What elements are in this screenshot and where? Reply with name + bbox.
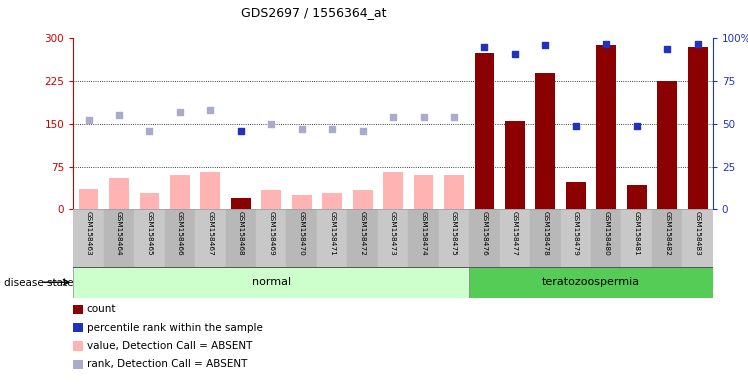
Point xyxy=(144,127,156,134)
Text: GSM158470: GSM158470 xyxy=(298,211,304,256)
Text: GSM158483: GSM158483 xyxy=(695,211,701,256)
Text: GSM158477: GSM158477 xyxy=(512,211,518,256)
Bar xyxy=(256,209,286,267)
Text: GSM158479: GSM158479 xyxy=(573,211,579,256)
Bar xyxy=(104,209,134,267)
Bar xyxy=(165,209,195,267)
Bar xyxy=(79,189,99,209)
Point xyxy=(417,114,429,120)
Bar xyxy=(292,195,312,209)
Point xyxy=(295,126,307,132)
Bar xyxy=(596,45,616,209)
Text: GSM158468: GSM158468 xyxy=(238,211,244,256)
Point xyxy=(539,42,551,48)
Point xyxy=(631,122,643,129)
Bar xyxy=(134,209,165,267)
Bar xyxy=(505,121,525,209)
Bar xyxy=(474,53,494,209)
Bar xyxy=(414,175,433,209)
Point xyxy=(174,109,186,115)
Bar xyxy=(231,198,251,209)
Point xyxy=(661,46,673,52)
Bar xyxy=(286,209,317,267)
Bar xyxy=(383,172,403,209)
Text: GSM158471: GSM158471 xyxy=(329,211,335,256)
Text: GSM158476: GSM158476 xyxy=(482,211,488,256)
Point xyxy=(479,44,491,50)
Point xyxy=(235,127,247,134)
Point xyxy=(82,118,94,124)
Bar xyxy=(317,209,347,267)
Point xyxy=(326,126,338,132)
Bar xyxy=(591,209,622,267)
Point xyxy=(113,112,125,118)
Bar xyxy=(73,267,469,298)
Bar xyxy=(226,209,256,267)
Bar xyxy=(469,209,500,267)
Point xyxy=(570,122,582,129)
Text: GSM158469: GSM158469 xyxy=(269,211,275,256)
Bar xyxy=(560,209,591,267)
Text: GSM158474: GSM158474 xyxy=(420,211,426,256)
Bar xyxy=(408,209,439,267)
Bar xyxy=(469,267,713,298)
Bar xyxy=(627,185,646,209)
Point xyxy=(387,114,399,120)
Bar xyxy=(73,209,104,267)
Text: GSM158467: GSM158467 xyxy=(207,211,213,256)
Bar xyxy=(261,190,281,209)
Bar xyxy=(687,47,708,209)
Bar xyxy=(566,182,586,209)
Text: GSM158480: GSM158480 xyxy=(603,211,610,256)
Bar xyxy=(500,209,530,267)
Point xyxy=(357,127,369,134)
Text: value, Detection Call = ABSENT: value, Detection Call = ABSENT xyxy=(87,341,252,351)
Bar xyxy=(530,209,560,267)
Bar xyxy=(109,178,129,209)
Point xyxy=(692,40,704,46)
Text: count: count xyxy=(87,304,116,314)
Point xyxy=(509,51,521,57)
Bar xyxy=(322,193,342,209)
Text: GSM158481: GSM158481 xyxy=(634,211,640,256)
Bar xyxy=(378,209,408,267)
Text: GSM158482: GSM158482 xyxy=(664,211,670,256)
Text: percentile rank within the sample: percentile rank within the sample xyxy=(87,323,263,333)
Text: GSM158473: GSM158473 xyxy=(390,211,396,256)
Bar xyxy=(682,209,713,267)
Text: GSM158472: GSM158472 xyxy=(360,211,366,256)
Text: GSM158478: GSM158478 xyxy=(542,211,548,256)
Text: GSM158465: GSM158465 xyxy=(147,211,153,256)
Bar xyxy=(347,209,378,267)
Bar xyxy=(170,175,190,209)
Bar xyxy=(353,190,373,209)
Bar xyxy=(622,209,652,267)
Bar xyxy=(536,73,555,209)
Text: GSM158466: GSM158466 xyxy=(177,211,183,256)
Text: GSM158464: GSM158464 xyxy=(116,211,122,256)
Bar xyxy=(444,175,464,209)
Point xyxy=(600,40,612,46)
Point xyxy=(266,121,278,127)
Text: rank, Detection Call = ABSENT: rank, Detection Call = ABSENT xyxy=(87,359,247,369)
Bar xyxy=(200,172,220,209)
Text: disease state: disease state xyxy=(4,278,73,288)
Bar xyxy=(657,81,677,209)
Bar xyxy=(439,209,469,267)
Text: normal: normal xyxy=(251,277,291,287)
Bar xyxy=(195,209,226,267)
Point xyxy=(448,114,460,120)
Text: teratozoospermia: teratozoospermia xyxy=(542,277,640,287)
Text: GSM158463: GSM158463 xyxy=(85,211,91,256)
Bar xyxy=(652,209,682,267)
Text: GDS2697 / 1556364_at: GDS2697 / 1556364_at xyxy=(242,6,387,19)
Text: GSM158475: GSM158475 xyxy=(451,211,457,256)
Point xyxy=(204,107,216,113)
Bar xyxy=(140,193,159,209)
